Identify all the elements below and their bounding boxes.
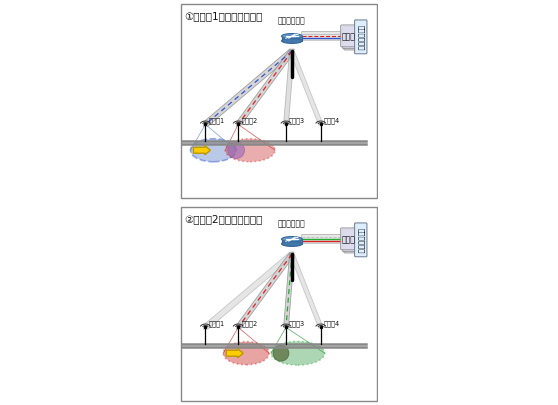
Ellipse shape	[290, 252, 294, 257]
FancyBboxPatch shape	[342, 28, 357, 49]
Ellipse shape	[291, 252, 293, 257]
Polygon shape	[236, 253, 294, 329]
Polygon shape	[290, 254, 323, 328]
Polygon shape	[283, 254, 294, 328]
Ellipse shape	[282, 34, 302, 40]
Text: ②無線将2のエリア移動中: ②無線将2のエリア移動中	[185, 213, 263, 224]
Text: 無線将1: 無線将1	[208, 320, 224, 326]
Polygon shape	[204, 252, 294, 330]
Ellipse shape	[282, 242, 302, 247]
Polygon shape	[283, 52, 294, 125]
Text: 波長スイッチ: 波長スイッチ	[278, 219, 306, 228]
Text: レーザ: レーザ	[342, 235, 356, 244]
Ellipse shape	[273, 345, 289, 361]
Ellipse shape	[225, 139, 275, 162]
FancyBboxPatch shape	[181, 5, 377, 198]
Ellipse shape	[271, 341, 325, 365]
Text: 無線将4: 無線将4	[324, 117, 340, 124]
FancyArrow shape	[194, 146, 210, 156]
FancyBboxPatch shape	[302, 235, 342, 244]
Polygon shape	[282, 240, 302, 244]
Polygon shape	[290, 51, 323, 126]
Ellipse shape	[290, 50, 294, 54]
Text: 無線将2: 無線将2	[241, 320, 257, 326]
Text: 無線将1: 無線将1	[208, 117, 224, 124]
Ellipse shape	[285, 123, 287, 128]
Text: 無線将4: 無線将4	[324, 320, 340, 326]
Polygon shape	[204, 50, 294, 127]
Text: レーザ: レーザ	[342, 32, 356, 41]
Ellipse shape	[223, 342, 269, 365]
Ellipse shape	[291, 50, 293, 54]
Ellipse shape	[320, 123, 322, 127]
Text: 無線将3: 無線将3	[289, 320, 305, 326]
Polygon shape	[282, 37, 302, 42]
Ellipse shape	[237, 123, 240, 127]
Text: コントローラ: コントローラ	[358, 25, 364, 51]
Text: 無線将2: 無線将2	[241, 117, 257, 124]
Ellipse shape	[320, 326, 322, 330]
Ellipse shape	[282, 237, 302, 242]
Ellipse shape	[282, 39, 302, 44]
FancyBboxPatch shape	[344, 29, 359, 51]
Ellipse shape	[290, 252, 294, 257]
FancyBboxPatch shape	[302, 32, 342, 41]
FancyBboxPatch shape	[342, 230, 357, 252]
Ellipse shape	[291, 252, 293, 257]
Text: ①無線将1のエリア移動中: ①無線将1のエリア移動中	[185, 11, 263, 21]
Ellipse shape	[203, 123, 208, 127]
Ellipse shape	[285, 325, 287, 330]
Text: コントローラ: コントローラ	[358, 228, 364, 253]
Ellipse shape	[228, 143, 244, 159]
Polygon shape	[236, 51, 294, 127]
Ellipse shape	[203, 326, 208, 330]
Ellipse shape	[291, 50, 293, 54]
Text: 波長スイッチ: 波長スイッチ	[278, 16, 306, 26]
FancyBboxPatch shape	[341, 26, 355, 48]
FancyArrow shape	[227, 349, 243, 358]
FancyBboxPatch shape	[341, 228, 355, 250]
FancyBboxPatch shape	[354, 224, 367, 257]
Ellipse shape	[237, 325, 240, 330]
FancyBboxPatch shape	[181, 207, 377, 401]
FancyBboxPatch shape	[354, 21, 367, 55]
Ellipse shape	[290, 50, 294, 54]
FancyBboxPatch shape	[344, 232, 359, 254]
Text: 無線将3: 無線将3	[289, 117, 305, 124]
Ellipse shape	[190, 139, 236, 162]
